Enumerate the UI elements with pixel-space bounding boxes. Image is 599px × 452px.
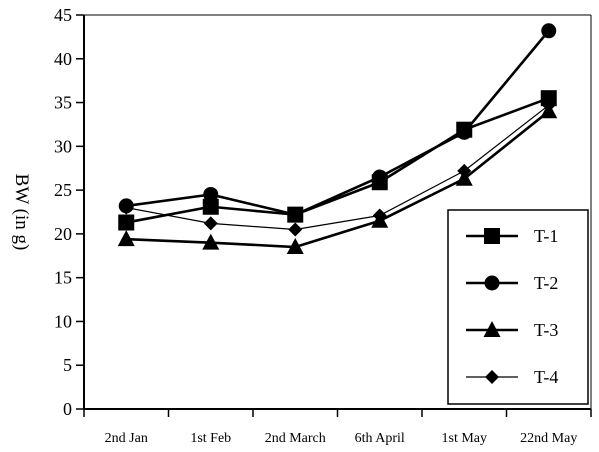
y-axis-label: BW (in g): [11, 174, 32, 251]
x-tick-label: 1st Feb: [190, 431, 231, 446]
x-tick-label: 6th April: [355, 431, 405, 446]
data-point-t-2: [203, 186, 219, 202]
data-point-t-4: [541, 98, 556, 113]
data-point-t-1: [540, 90, 557, 107]
legend-item-t-2: T-2: [466, 273, 558, 293]
data-point-t-2: [287, 207, 303, 223]
legend-label: T-3: [534, 320, 558, 340]
data-point-t-4: [372, 208, 387, 223]
legend: T-1 T-2 T-3 T-4: [447, 209, 589, 405]
y-tick-label: 0: [63, 399, 72, 419]
series-t-3: [117, 102, 558, 255]
x-tick-label: 2nd March: [265, 431, 326, 446]
legend-item-t-1: T-1: [466, 226, 558, 246]
legend-label: T-2: [534, 273, 558, 293]
data-point-t-4: [119, 200, 134, 215]
x-tick-label: 1st May: [442, 431, 488, 446]
x-tick-label: 2nd Jan: [105, 431, 148, 446]
y-tick-label: 45: [54, 5, 72, 25]
legend-box: [447, 209, 589, 405]
series-line-t-2: [126, 29, 550, 216]
data-point-t-2: [541, 23, 557, 39]
x-tick-label: 22nd May: [520, 431, 577, 446]
legend-label: T-1: [534, 226, 558, 246]
series-t-2: [118, 23, 557, 223]
data-point-t-3: [202, 233, 220, 250]
series-line-t-3: [126, 110, 550, 249]
legend-item-t-3: T-3: [466, 320, 558, 340]
y-tick-label: 30: [54, 136, 72, 156]
y-tick-label: 15: [54, 268, 72, 288]
y-tick-label: 5: [63, 355, 72, 375]
data-point-t-1: [202, 198, 219, 215]
series-line-t-4: [126, 104, 550, 231]
data-point-t-3: [117, 230, 135, 247]
y-tick-label: 40: [54, 49, 72, 69]
series-line-t-1: [126, 96, 550, 224]
y-tick-label: 20: [54, 224, 72, 244]
y-tick-label: 25: [54, 180, 72, 200]
legend-label: T-4: [534, 367, 558, 387]
data-point-t-1: [118, 214, 135, 231]
data-point-t-2: [456, 124, 472, 140]
x-axis-ticks: 2nd Jan 1st Feb 2nd March 6th April 1st May 2…: [83, 409, 592, 446]
series-t-4: [119, 98, 556, 237]
plot-area: [117, 23, 558, 255]
legend-marker-t-2: [484, 275, 500, 291]
data-point-t-4: [288, 222, 303, 237]
y-tick-label: 10: [54, 311, 72, 331]
legend-marker-t-3: [483, 321, 501, 337]
data-point-t-2: [372, 169, 388, 185]
data-point-t-4: [457, 163, 472, 178]
y-tick-label: 35: [54, 93, 72, 113]
legend-marker-t-4: [485, 370, 499, 384]
y-axis-ticks: 0 5 10 15 20 25 30 35 40 45: [54, 5, 84, 419]
legend-marker-t-1: [484, 228, 500, 244]
data-point-t-4: [203, 216, 218, 231]
legend-item-t-4: T-4: [466, 367, 558, 387]
data-point-t-3: [286, 238, 304, 255]
